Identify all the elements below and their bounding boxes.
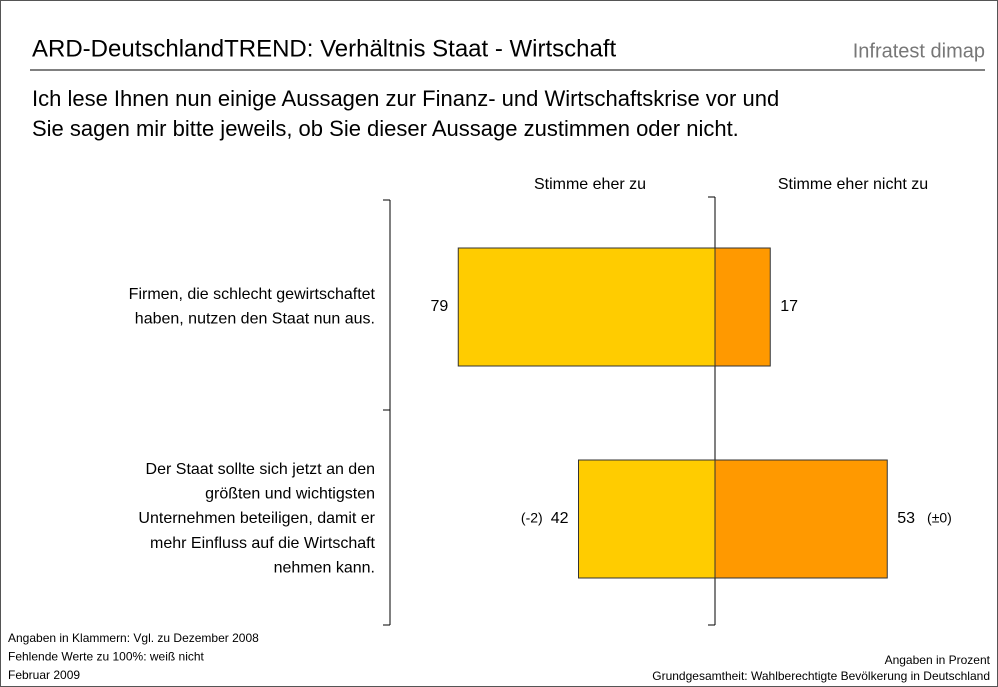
value-label: 53 [897, 510, 915, 527]
subtitle: Ich lese Ihnen nun einige Aussagen zur F… [32, 86, 779, 111]
bar [578, 459, 716, 579]
category-label: Der Staat sollte sich jetzt an den [146, 461, 375, 478]
bar [714, 459, 888, 579]
category-label: Unternehmen beteiligen, damit er [138, 510, 375, 527]
footnote: Februar 2009 [8, 668, 80, 682]
category-label: nehmen kann. [274, 559, 375, 576]
subtitle: Sie sagen mir bitte jeweils, ob Sie dies… [32, 116, 739, 141]
category-label: haben, nutzen den Staat nun aus. [135, 311, 375, 328]
brand: Infratest dimap [853, 40, 985, 62]
footnote: Angaben in Prozent [885, 653, 991, 667]
legend-header: Stimme eher zu [534, 176, 646, 193]
bar [457, 247, 716, 367]
footnote: Angaben in Klammern: Vgl. zu Dezember 20… [8, 631, 259, 645]
bar [714, 247, 771, 367]
change-label: (±0) [927, 510, 952, 526]
value-label: 17 [780, 298, 798, 315]
category-label: Firmen, die schlecht gewirtschaftet [129, 286, 376, 303]
value-label: 42 [551, 510, 569, 527]
category-label: mehr Einfluss auf die Wirtschaft [150, 535, 376, 552]
chart-title: ARD-DeutschlandTREND: Verhältnis Staat -… [32, 35, 617, 62]
footnote: Fehlende Werte zu 100%: weiß nicht [8, 650, 205, 664]
footnote: Grundgesamtheit: Wahlberechtigte Bevölke… [652, 669, 990, 683]
legend-header: Stimme eher nicht zu [778, 176, 928, 193]
category-label: größten und wichtigsten [205, 486, 375, 503]
change-label: (-2) [521, 510, 543, 526]
value-label: 79 [430, 298, 448, 315]
